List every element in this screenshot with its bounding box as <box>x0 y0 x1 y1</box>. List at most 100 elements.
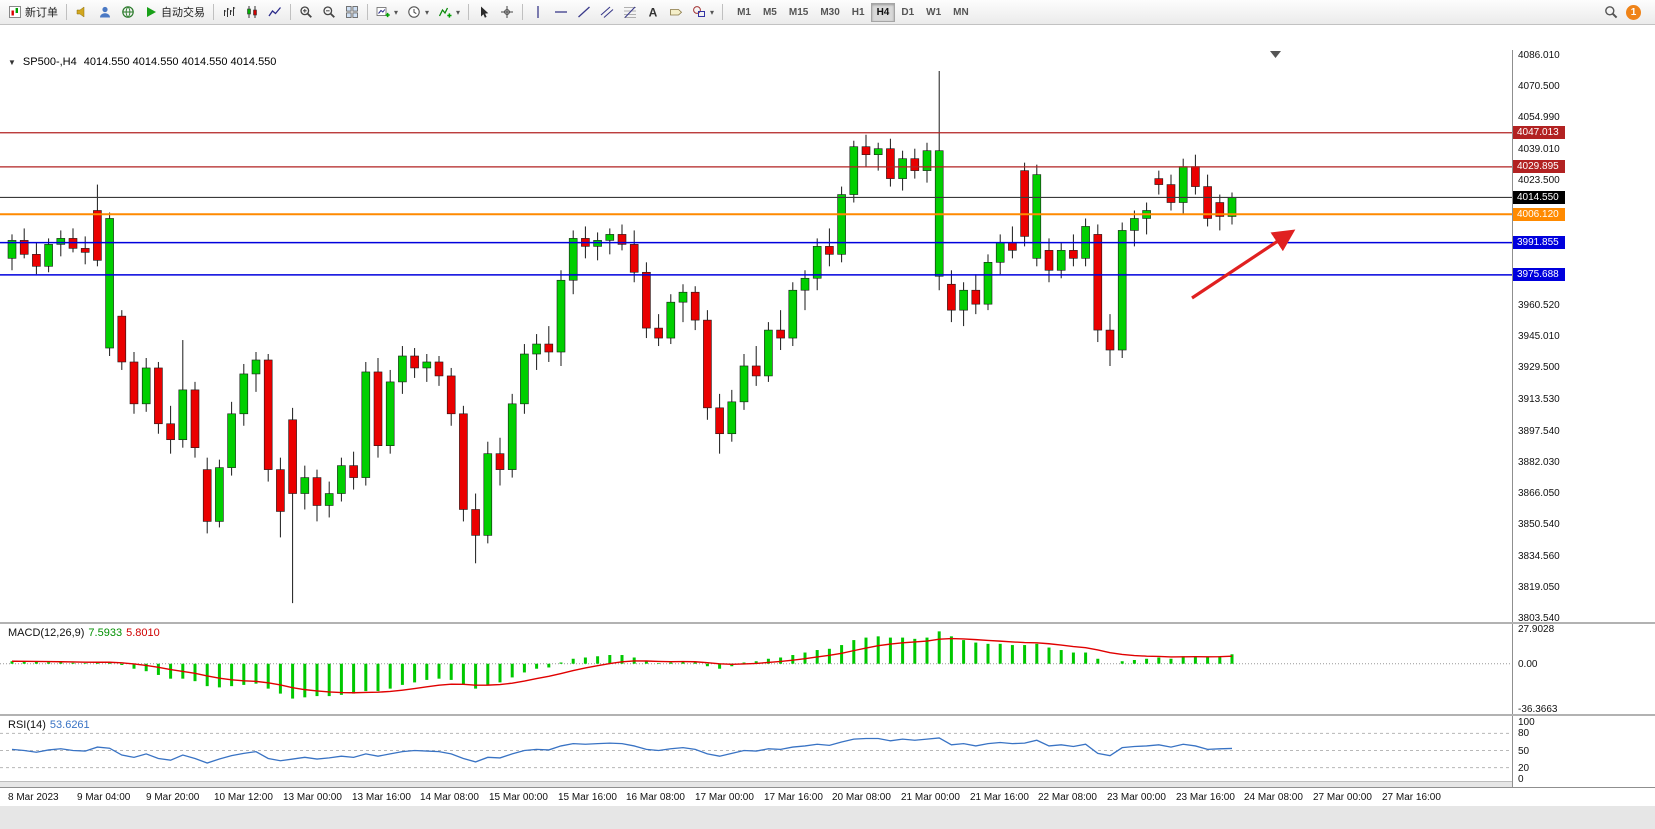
tile-windows-button[interactable] <box>341 1 363 23</box>
notification-badge[interactable]: 1 <box>1626 4 1641 20</box>
line-chart-button[interactable] <box>264 1 286 23</box>
fibonacci-button[interactable] <box>619 1 641 23</box>
cursor-button[interactable] <box>473 1 495 23</box>
candle-body <box>349 465 358 478</box>
text-label-button[interactable] <box>665 1 687 23</box>
rsi-header: RSI(14) 53.6261 <box>8 719 90 731</box>
toolbar-separator <box>290 4 291 20</box>
shapes-icon <box>692 5 706 19</box>
crosshair-button[interactable] <box>496 1 518 23</box>
main-toolbar: 新订单 自动交易 ▾ ▾ ▾ A ▾ M1 M5 M15 M30 H1 H4 D1 W1 MN 1 <box>0 0 1655 25</box>
time-axis-label: 17 Mar 16:00 <box>764 792 823 803</box>
panel-divider[interactable] <box>0 622 1655 624</box>
timeframe-button-m30[interactable]: M30 <box>820 6 840 18</box>
candle-body <box>898 158 907 179</box>
macd-header: MACD(12,26,9) 7.5933 5.8010 <box>8 627 160 639</box>
macd-main-value: 7.5933 <box>88 627 123 639</box>
rsi-canvas[interactable] <box>0 716 1512 787</box>
timeframe-button-m15[interactable]: M15 <box>788 6 809 18</box>
candle-body <box>324 493 334 506</box>
candle-body <box>861 146 871 155</box>
candle-body <box>1166 184 1176 203</box>
text-button[interactable]: A <box>642 1 664 23</box>
candle-body <box>227 413 236 468</box>
chart-canvas[interactable] <box>0 50 1512 622</box>
zoom-out-button[interactable] <box>318 1 340 23</box>
horizontal-line-button[interactable] <box>550 1 572 23</box>
candle-body <box>459 413 468 510</box>
linechart-icon <box>268 5 282 19</box>
candle-body <box>1044 250 1054 271</box>
timeframe-button-h4[interactable]: H4 <box>870 2 896 22</box>
toolbar-separator <box>522 4 524 20</box>
candle-body <box>410 355 419 369</box>
price-tick-label: 3819.050 <box>1518 582 1560 594</box>
trendline-button[interactable] <box>573 1 595 23</box>
macd-canvas[interactable] <box>0 624 1512 714</box>
time-axis-label: 10 Mar 12:00 <box>214 792 273 803</box>
candle-body <box>154 367 163 425</box>
time-axis[interactable]: 8 Mar 2023 9 Mar 04:00 9 Mar 20:00 10 Mar 1… <box>0 787 1655 806</box>
candle-body <box>7 240 17 259</box>
timeframe-button-mn[interactable]: MN <box>953 6 969 18</box>
panel-divider[interactable] <box>0 714 1655 716</box>
rsi-axis-label: 100 <box>1518 717 1535 728</box>
time-axis-label: 9 Mar 04:00 <box>77 792 131 803</box>
trend-arrow-annotation[interactable] <box>1191 229 1296 300</box>
candle-body <box>922 150 932 171</box>
alerts-button[interactable] <box>71 1 93 23</box>
tile-icon <box>345 5 359 19</box>
price-tick-label: 4023.500 <box>1518 174 1560 186</box>
rsi-value: 53.6261 <box>49 719 90 731</box>
timeframe-group: M1 M5 M15 M30 H1 H4 D1 W1 MN <box>731 2 975 22</box>
timeframe-button-h1[interactable]: H1 <box>851 6 865 18</box>
community-button[interactable] <box>117 1 139 23</box>
toolbar-separator <box>468 4 470 20</box>
candle-body <box>995 242 1005 263</box>
one-click-trading-arrow-icon[interactable]: ▼ <box>8 57 16 67</box>
price-axis[interactable]: 4086.010 4070.500 4054.990 4039.010 4023.500… <box>1512 50 1655 787</box>
zoom-in-button[interactable] <box>295 1 317 23</box>
time-axis-label: 20 Mar 08:00 <box>832 792 891 803</box>
price-tick-label: 3897.540 <box>1518 425 1560 437</box>
timeframe-button-d1[interactable]: D1 <box>901 6 915 18</box>
indicator-icon <box>438 5 452 19</box>
price-tick-label: 4039.010 <box>1518 143 1560 155</box>
vertical-line-button[interactable] <box>527 1 549 23</box>
toolbar-separator <box>66 4 67 20</box>
profiles-button[interactable]: ▾ <box>403 1 433 23</box>
new-chart-button[interactable]: ▾ <box>372 1 402 23</box>
candle-body <box>532 343 541 355</box>
timeframe-button-w1[interactable]: W1 <box>926 6 942 18</box>
new-order-button[interactable]: 新订单 <box>4 1 62 23</box>
price-tick-label: 3882.030 <box>1518 456 1560 468</box>
autotrading-button[interactable]: 自动交易 <box>140 1 209 23</box>
candle-body <box>19 240 29 255</box>
timeframe-button-m1[interactable]: M1 <box>737 6 751 18</box>
candle-body <box>751 365 761 377</box>
candle-body <box>959 289 968 311</box>
candle-body <box>800 277 810 291</box>
search-icon[interactable] <box>1604 5 1618 19</box>
svg-text:A: A <box>649 6 658 20</box>
price-tick-label: 3913.530 <box>1518 393 1560 405</box>
bar-chart-button[interactable] <box>218 1 240 23</box>
candle-body <box>947 283 956 311</box>
text-a-icon: A <box>646 5 660 20</box>
macd-axis-label: 0.00 <box>1518 658 1538 670</box>
timeframe-button-m5[interactable]: M5 <box>762 6 777 18</box>
toolbar-right-group: 1 <box>1604 4 1651 20</box>
symbol-period-label: SP500-,H4 <box>22 56 77 68</box>
indicators-button[interactable]: ▾ <box>434 1 464 23</box>
chart-shift-marker[interactable] <box>1270 51 1281 58</box>
candlestick-chart-button[interactable] <box>241 1 263 23</box>
candle-body <box>1203 186 1212 219</box>
profile-button[interactable] <box>94 1 116 23</box>
candle-body <box>666 301 676 339</box>
shapes-button[interactable]: ▾ <box>688 1 718 23</box>
price-badge-4006.120: 4006.120 <box>1513 207 1565 221</box>
candle-body <box>373 371 383 446</box>
equidistant-channel-button[interactable] <box>596 1 618 23</box>
tline-icon <box>577 5 591 19</box>
candle-body <box>32 254 41 267</box>
